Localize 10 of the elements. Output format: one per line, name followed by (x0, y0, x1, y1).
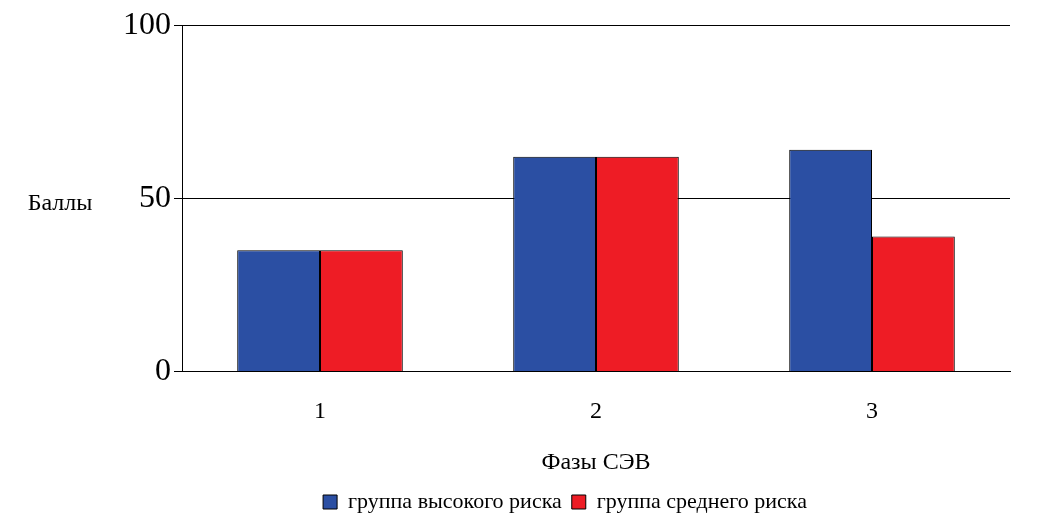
y-axis-title: Баллы (26, 189, 94, 217)
x-tick-label: 3 (866, 396, 878, 423)
x-tick-label: 1 (314, 396, 326, 423)
x-tick-label: 2 (590, 396, 602, 423)
y-tick-label: 50 (139, 177, 171, 214)
x-axis-title: Фазы СЭВ (541, 447, 651, 474)
legend-label: группа высокого риска (348, 487, 562, 513)
legend-label: группа среднего риска (596, 487, 808, 513)
y-tick-label: 100 (123, 4, 171, 41)
y-tick-label: 0 (155, 350, 171, 387)
